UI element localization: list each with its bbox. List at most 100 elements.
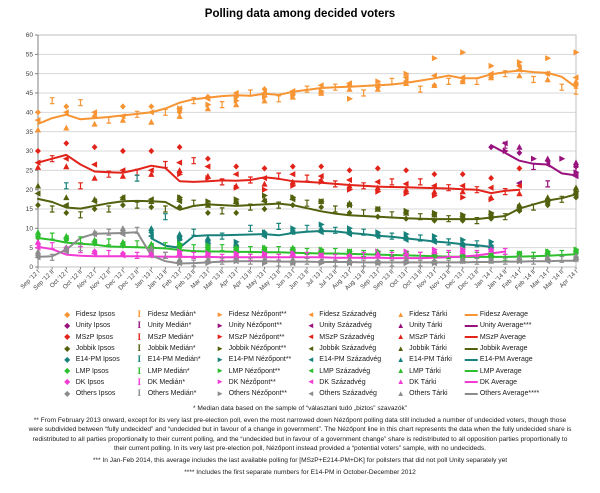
marker-tri-up: [346, 248, 353, 255]
legend-tri-up-icon: ▲: [396, 366, 405, 376]
marker-ibeam: [191, 251, 196, 259]
marker-ibeam: [106, 228, 112, 236]
marker-tri-up: [233, 198, 240, 204]
marker-tri-up: [63, 163, 70, 170]
legend-tri-left-icon: ◄: [306, 366, 315, 376]
marker-tri-up: [91, 120, 98, 127]
legend-item: ◆ DK Ipsos: [61, 377, 120, 388]
legend-tri-left-icon: ◄: [306, 388, 315, 398]
legend-column: ► Fidesz Nézőpont** ► Unity Nézőpont** ► MSzP…: [214, 309, 292, 399]
legend-item: Jobbik Average: [464, 343, 539, 354]
legend-column: ◆ Fidesz Ipsos ◆ Unity Ipsos ◆ MSzP Ipsos ◆ Job…: [61, 309, 120, 399]
marker-ibeam: [389, 251, 395, 259]
marker-diamond: [148, 147, 155, 155]
marker-diamond: [403, 167, 409, 174]
marker-tri-up: [431, 211, 438, 218]
marker-ibeam: [389, 211, 395, 219]
marker-tri-left: [572, 173, 579, 180]
marker-tri-up: [318, 258, 325, 264]
marker-diamond: [91, 144, 98, 151]
legend-item: ► Jobbik Nézőpont**: [214, 343, 292, 354]
marker-tri-left: [34, 117, 41, 124]
marker-tri-right: [531, 155, 537, 162]
marker-ibeam: [304, 224, 310, 232]
marker-tri-up: [261, 244, 268, 251]
legend-tri-right-icon: ►: [216, 343, 225, 353]
legend-label: Jobbik Tárki: [409, 345, 447, 353]
legend-label: Unity Average***: [479, 322, 532, 330]
marker-ibeam: [417, 234, 423, 242]
marker-ibeam: [446, 249, 451, 258]
marker-ibeam: [106, 238, 112, 246]
marker-tri-left: [62, 109, 69, 116]
marker-tri-up: [431, 82, 438, 88]
legend-tri-right-icon: ►: [216, 332, 225, 342]
legend-label: Fidesz Nézőpont**: [228, 311, 287, 319]
legend-item: I Fidesz Medián*: [133, 309, 201, 320]
marker-tri-right: [545, 55, 552, 62]
marker-tri-right: [233, 97, 240, 104]
marker-tri-up: [176, 167, 183, 173]
marker-tri-up: [261, 97, 268, 104]
footnote-median: * Median data based on the sample of “vá…: [192, 405, 408, 412]
marker-tri-left: [119, 167, 126, 174]
legend-label: E14-PM Medián*: [147, 356, 201, 364]
marker-tri-right: [318, 221, 325, 228]
legend-item: ► Unity Nézőpont**: [214, 320, 292, 331]
marker-diamond: [63, 209, 70, 216]
legend-item: ► LMP Nézőpont**: [214, 365, 292, 376]
marker-tri-up: [233, 244, 240, 251]
marker-tri-up: [233, 240, 240, 247]
legend-item: ◄ DK Századvég: [304, 377, 381, 388]
marker-ibeam: [219, 232, 225, 240]
legend-label: Jobbik Századvég: [319, 345, 377, 353]
marker-tri-up: [91, 236, 98, 243]
marker-tri-left: [430, 182, 437, 189]
legend-diamond-icon: ◆: [64, 332, 71, 342]
marker-ibeam: [276, 172, 282, 180]
marker-tri-left: [147, 233, 154, 240]
marker-ibeam: [163, 160, 168, 169]
marker-ibeam: [531, 75, 536, 84]
marker-tri-up: [572, 159, 580, 166]
marker-ibeam: [361, 228, 366, 236]
marker-tri-left: [515, 66, 522, 73]
legend-label: DK Ipsos: [75, 378, 105, 386]
marker-ibeam: [276, 95, 282, 103]
marker-diamond: [516, 149, 523, 156]
legend-item: ▲ DK Tárki: [394, 377, 452, 388]
legend-ibeam-icon: I: [137, 354, 141, 365]
legend-item: LMP Average: [464, 365, 539, 376]
marker-tri-up: [318, 225, 325, 231]
marker-tri-left: [176, 159, 183, 166]
legend-label: DK Századvég: [319, 378, 366, 386]
marker-ibeam: [502, 257, 508, 265]
marker-ibeam: [417, 259, 423, 267]
marker-tri-up: [346, 182, 353, 189]
legend-item: I E14-PM Medián*: [133, 354, 201, 365]
marker-tri-up: [63, 124, 70, 131]
legend-item: I LMP Medián*: [133, 365, 201, 376]
marker-diamond: [573, 163, 579, 170]
marker-ibeam: [49, 97, 55, 105]
marker-tri-up: [516, 250, 523, 257]
marker-diamond: [35, 202, 41, 209]
legend-item: ► DK Nézőpont**: [214, 377, 292, 388]
marker-ibeam: [49, 232, 55, 240]
marker-ibeam: [545, 180, 551, 188]
legend-line-swatch-icon: [464, 392, 478, 395]
legend-item: ◄ LMP Századvég: [304, 365, 381, 376]
marker-tri-up: [119, 172, 126, 179]
chart-footnotes: * Median data based on the sample of “vá…: [0, 401, 600, 478]
legend-label: MSzP Average: [479, 333, 526, 341]
legend-line-swatch-icon: [464, 347, 478, 350]
marker-tri-left: [147, 109, 154, 116]
marker-tri-up: [403, 256, 410, 262]
marker-tri-up: [544, 155, 551, 162]
marker-tri-right: [403, 70, 410, 77]
marker-ibeam: [389, 259, 395, 267]
marker-ibeam: [361, 182, 366, 190]
legend-label: MSzP Medián*: [147, 333, 194, 341]
marker-ibeam: [106, 205, 112, 213]
marker-tri-up: [374, 184, 381, 191]
